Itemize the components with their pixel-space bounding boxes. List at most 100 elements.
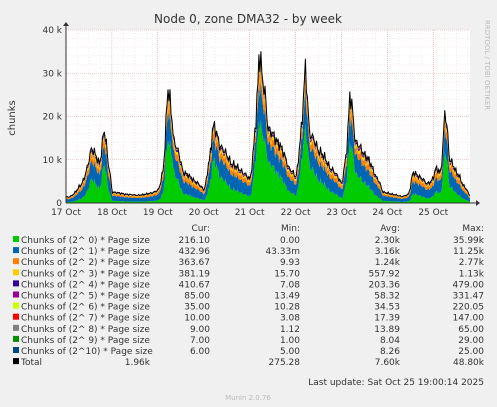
legend-swatch	[13, 324, 19, 331]
legend-value-max: 1.13k	[459, 269, 485, 279]
legend-swatch	[13, 280, 19, 287]
legend-value-min: 1.00	[280, 336, 300, 346]
x-tick-label: 24 Oct	[372, 208, 402, 218]
x-tick-label: 17 Oct	[51, 208, 81, 218]
legend-value-cur: 10.00	[184, 314, 210, 324]
legend-value-cur: 9.00	[190, 325, 210, 335]
legend: Cur: Min: Avg: Max: Chunks of (2^ 0) * Page …	[13, 224, 485, 368]
legend-value-avg: 2.30k	[375, 236, 401, 246]
legend-label: Chunks of (2^ 1) * Page size	[21, 247, 150, 257]
legend-label: Chunks of (2^ 6) * Page size	[21, 303, 150, 313]
x-tick-label: 25 Oct	[418, 208, 448, 218]
legend-label: Chunks of (2^ 9) * Page size	[21, 336, 150, 346]
x-tick-label: 22 Oct	[281, 208, 311, 218]
legend-header-cur: Cur:	[191, 224, 210, 234]
legend-header-min: Min:	[281, 224, 300, 234]
x-tick-label: 21 Oct	[235, 208, 265, 218]
last-update: Last update: Sat Oct 25 19:00:14 2025	[308, 378, 484, 388]
legend-value-cur: 6.00	[190, 347, 210, 357]
legend-value-max: 479.00	[453, 280, 485, 290]
legend-value-min: 43.33m	[265, 247, 300, 257]
series-area-1	[66, 80, 470, 203]
legend-swatch	[13, 291, 19, 298]
chart-title: Node 0, zone DMA32 - by week	[154, 12, 342, 26]
legend-row: Chunks of (2^ 1) * Page size 432.96 43.33m…	[13, 247, 485, 257]
legend-value-avg: 58.32	[374, 292, 400, 302]
legend-value-cur: 35.00	[184, 303, 210, 313]
legend-header-max: Max:	[462, 224, 484, 234]
legend-value-avg: 1.24k	[375, 258, 401, 268]
legend-label: Chunks of (2^ 7) * Page size	[21, 314, 150, 324]
legend-value-min: 9.93	[280, 258, 300, 268]
legend-label: Chunks of (2^ 4) * Page size	[21, 280, 150, 290]
legend-swatch	[13, 335, 19, 342]
legend-swatch	[13, 313, 19, 320]
legend-value-min: 10.28	[274, 303, 300, 313]
legend-label: Chunks of (2^10) * Page size	[21, 347, 153, 357]
legend-swatch	[13, 358, 19, 365]
legend-value-max: 48.80k	[453, 358, 485, 368]
legend-row: Chunks of (2^ 3) * Page size 381.19 15.70 5…	[13, 269, 485, 279]
legend-value-cur: 7.00	[190, 336, 210, 346]
legend-label: Total	[20, 358, 42, 368]
legend-value-avg: 17.39	[374, 314, 400, 324]
legend-value-min: 13.49	[274, 292, 300, 302]
legend-value-cur: 85.00	[184, 292, 210, 302]
legend-swatch	[13, 236, 19, 242]
legend-row: Chunks of (2^ 8) * Page size 9.00 1.12 13.8…	[13, 324, 484, 335]
legend-value-min: 15.70	[274, 269, 300, 279]
legend-value-min: 3.08	[280, 314, 300, 324]
legend-value-avg: 8.04	[380, 336, 400, 346]
legend-value-max: 2.77k	[459, 258, 485, 268]
legend-value-cur: 432.96	[179, 247, 211, 257]
x-tick-label: 18 Oct	[97, 208, 127, 218]
legend-value-cur: 1.96k	[125, 358, 151, 368]
legend-swatch	[13, 258, 19, 265]
y-tick-label: 30 k	[42, 69, 62, 79]
y-axis-label: chunks	[7, 100, 18, 136]
legend-value-cur: 216.10	[179, 236, 211, 246]
legend-label: Chunks of (2^ 5) * Page size	[21, 292, 150, 302]
legend-row: Chunks of (2^ 5) * Page size 85.00 13.49 58…	[13, 291, 485, 302]
munin-version: Munin 2.0.76	[225, 394, 271, 402]
y-axis-arrow	[63, 22, 69, 26]
legend-row: Chunks of (2^ 0) * Page size 216.10 0.00 2.…	[13, 236, 485, 246]
legend-label: Chunks of (2^ 8) * Page size	[21, 325, 150, 335]
legend-value-min: 7.08	[280, 280, 300, 290]
legend-swatch	[13, 269, 19, 276]
legend-value-cur: 410.67	[179, 280, 211, 290]
legend-value-avg: 13.89	[374, 325, 400, 335]
legend-value-min: 0.00	[280, 236, 300, 246]
x-tick-label: 19 Oct	[143, 208, 173, 218]
legend-swatch	[13, 347, 19, 353]
rrdtool-watermark: RRDTOOL / TOBI OETIKER	[483, 20, 491, 110]
legend-row-total: Total 1.96k 275.28 7.60k 48.80k	[13, 358, 485, 368]
legend-value-avg: 3.16k	[375, 247, 401, 257]
stacked-areas	[65, 51, 471, 203]
legend-value-max: 220.05	[453, 303, 485, 313]
y-tick-label: 40 k	[42, 26, 62, 36]
legend-row: Chunks of (2^ 7) * Page size 10.00 3.08 17.…	[13, 313, 484, 324]
legend-value-avg: 34.53	[374, 303, 400, 313]
legend-value-avg: 7.60k	[375, 358, 401, 368]
legend-swatch	[13, 302, 19, 309]
legend-value-cur: 381.19	[179, 269, 211, 279]
total-line	[65, 51, 471, 198]
legend-value-cur: 363.67	[179, 258, 211, 268]
legend-value-max: 65.00	[458, 325, 484, 335]
legend-row: Chunks of (2^ 4) * Page size 410.67 7.08 20…	[13, 280, 484, 290]
y-tick-label: 0	[56, 199, 62, 209]
legend-value-avg: 557.92	[369, 269, 401, 279]
x-tick-label: 20 Oct	[189, 208, 219, 218]
legend-row: Chunks of (2^ 9) * Page size 7.00 1.00 8.04…	[13, 335, 484, 346]
legend-value-max: 331.47	[453, 292, 485, 302]
legend-swatch	[13, 247, 19, 254]
legend-value-max: 11.25k	[453, 247, 485, 257]
legend-value-max: 29.00	[458, 336, 484, 346]
legend-header-avg: Avg:	[380, 224, 400, 234]
axes: 0 10 k 20 k 30 k 40 k 17 Oct 18 Oct 19 Oct 20 Oc…	[42, 22, 480, 218]
legend-label: Chunks of (2^ 3) * Page size	[21, 269, 150, 279]
legend-value-min: 5.00	[280, 347, 300, 357]
legend-label: Chunks of (2^ 2) * Page size	[21, 258, 150, 268]
